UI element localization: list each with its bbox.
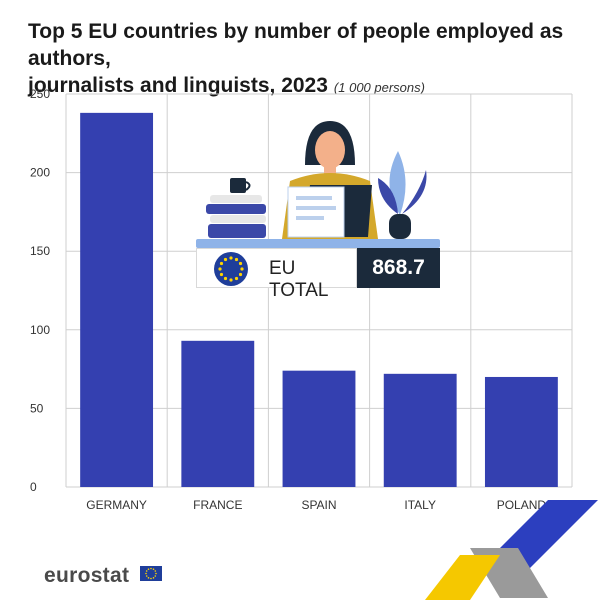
x-tick-label: POLAND (497, 498, 547, 512)
illustration (196, 121, 440, 248)
bar-germany (80, 112, 154, 487)
eu-total-value: 868.7 (357, 248, 440, 288)
x-tick-label: SPAIN (301, 498, 336, 512)
coffee-cup-icon (230, 178, 251, 193)
plant-icon (378, 151, 427, 239)
eu-total-label-box: EU TOTAL (196, 248, 357, 301)
bar-poland (484, 376, 558, 487)
chart-title: Top 5 EU countries by number of people e… (28, 18, 588, 101)
x-tick-label: FRANCE (193, 498, 242, 512)
person-icon (282, 121, 378, 239)
title-line-1: Top 5 EU countries by number of people e… (28, 20, 564, 70)
y-tick-label: 200 (30, 166, 50, 180)
eu-total-label: EU TOTAL (269, 258, 329, 301)
x-tick-labels: GERMANY FRANCE SPAIN ITALY POLAND (86, 498, 546, 512)
bars (80, 112, 558, 487)
y-tick-labels: 0 50 100 150 200 250 (30, 87, 50, 494)
eu-total-box: EU TOTAL 868.7 (196, 248, 440, 301)
y-tick-label: 250 (30, 87, 50, 101)
x-tick-label: GERMANY (86, 498, 147, 512)
bar-italy (383, 373, 457, 487)
unit-label: (1 000 persons) (333, 80, 425, 95)
y-tick-label: 0 (30, 480, 37, 494)
desk (196, 239, 440, 248)
bar-spain (282, 370, 356, 487)
y-tick-label: 50 (30, 401, 44, 415)
x-tick-label: ITALY (404, 498, 436, 512)
eu-flag-icon (214, 252, 248, 286)
bar-france (181, 340, 255, 487)
y-tick-label: 100 (30, 323, 50, 337)
y-tick-label: 150 (30, 244, 50, 258)
title-line-2: journalists and linguists, 2023 (28, 74, 328, 97)
eu-flag-icon (140, 566, 162, 581)
books-icon (206, 195, 266, 238)
corner-ribbon (425, 500, 598, 600)
eurostat-logo: eurostat (44, 564, 130, 587)
